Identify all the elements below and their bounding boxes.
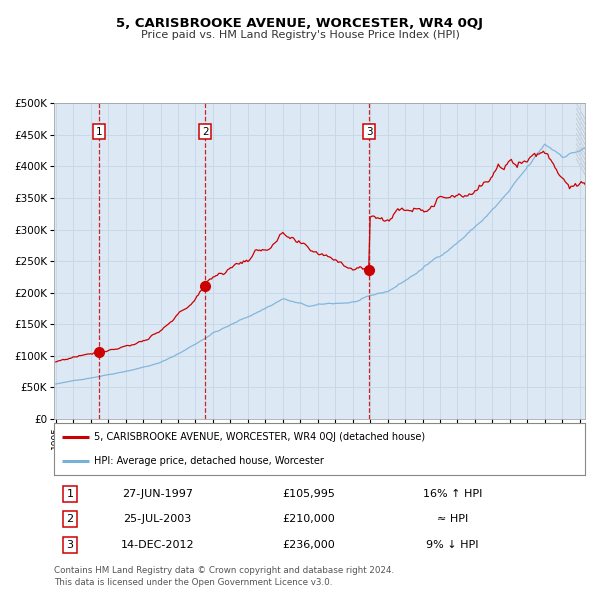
Text: £105,995: £105,995 — [283, 489, 335, 499]
Text: £236,000: £236,000 — [283, 540, 335, 550]
Text: Contains HM Land Registry data © Crown copyright and database right 2024.: Contains HM Land Registry data © Crown c… — [54, 566, 394, 575]
Text: 3: 3 — [366, 127, 373, 137]
Text: HPI: Average price, detached house, Worcester: HPI: Average price, detached house, Worc… — [94, 456, 324, 466]
Text: 2: 2 — [67, 514, 73, 525]
Text: 3: 3 — [67, 540, 73, 550]
Text: 5, CARISBROOKE AVENUE, WORCESTER, WR4 0QJ: 5, CARISBROOKE AVENUE, WORCESTER, WR4 0Q… — [116, 17, 484, 30]
Text: 16% ↑ HPI: 16% ↑ HPI — [422, 489, 482, 499]
Text: £210,000: £210,000 — [283, 514, 335, 525]
Text: This data is licensed under the Open Government Licence v3.0.: This data is licensed under the Open Gov… — [54, 578, 332, 587]
Text: 25-JUL-2003: 25-JUL-2003 — [124, 514, 191, 525]
Text: 1: 1 — [67, 489, 73, 499]
Text: 1: 1 — [96, 127, 103, 137]
Text: 5, CARISBROOKE AVENUE, WORCESTER, WR4 0QJ (detached house): 5, CARISBROOKE AVENUE, WORCESTER, WR4 0Q… — [94, 432, 425, 442]
Text: ≈ HPI: ≈ HPI — [437, 514, 468, 525]
Text: 2: 2 — [202, 127, 209, 137]
Text: Price paid vs. HM Land Registry's House Price Index (HPI): Price paid vs. HM Land Registry's House … — [140, 30, 460, 40]
Text: 14-DEC-2012: 14-DEC-2012 — [121, 540, 194, 550]
Text: 9% ↓ HPI: 9% ↓ HPI — [426, 540, 479, 550]
Text: 27-JUN-1997: 27-JUN-1997 — [122, 489, 193, 499]
